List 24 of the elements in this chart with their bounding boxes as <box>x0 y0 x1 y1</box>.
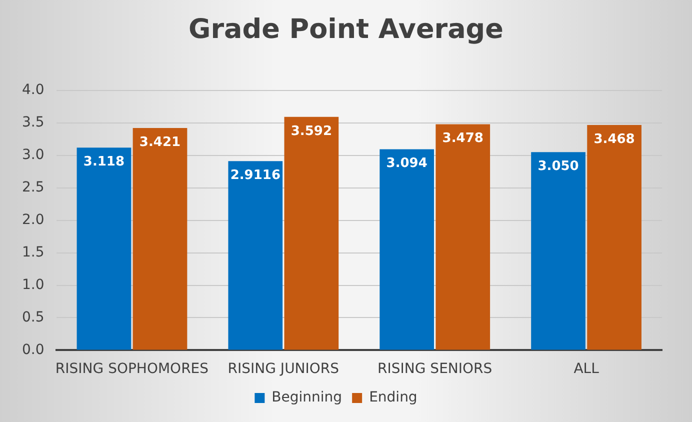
data-label: 3.468 <box>594 132 635 147</box>
data-label: 3.478 <box>442 131 484 146</box>
x-tick-label: RISING SOPHOMORES <box>55 361 209 378</box>
y-tick-label: 1.5 <box>22 244 44 260</box>
y-tick-label: 3.5 <box>22 114 44 131</box>
legend-label: Beginning <box>272 390 342 406</box>
y-tick-label: 0.0 <box>22 342 44 358</box>
y-tick-label: 3.0 <box>22 146 44 163</box>
data-label: 3.050 <box>538 158 579 174</box>
data-label: 2.9116 <box>230 168 280 183</box>
data-label: 3.118 <box>83 154 125 170</box>
y-tick-label: 4.0 <box>22 82 44 98</box>
chart-title: Grade Point Average <box>188 14 504 45</box>
x-tick-label: RISING JUNIORS <box>228 361 340 378</box>
data-label: 3.094 <box>386 156 428 172</box>
legend-label: Ending <box>369 390 418 406</box>
data-label: 3.421 <box>139 134 181 150</box>
data-label: 3.592 <box>290 124 332 139</box>
y-tick-label: 2.5 <box>22 179 44 196</box>
y-tick-label: 2.0 <box>22 212 44 228</box>
x-tick-label: ALL <box>574 361 600 378</box>
y-tick-label: 1.0 <box>22 276 44 293</box>
x-tick-label: RISING SENIORS <box>378 361 492 378</box>
y-tick-label: 0.5 <box>22 309 44 326</box>
